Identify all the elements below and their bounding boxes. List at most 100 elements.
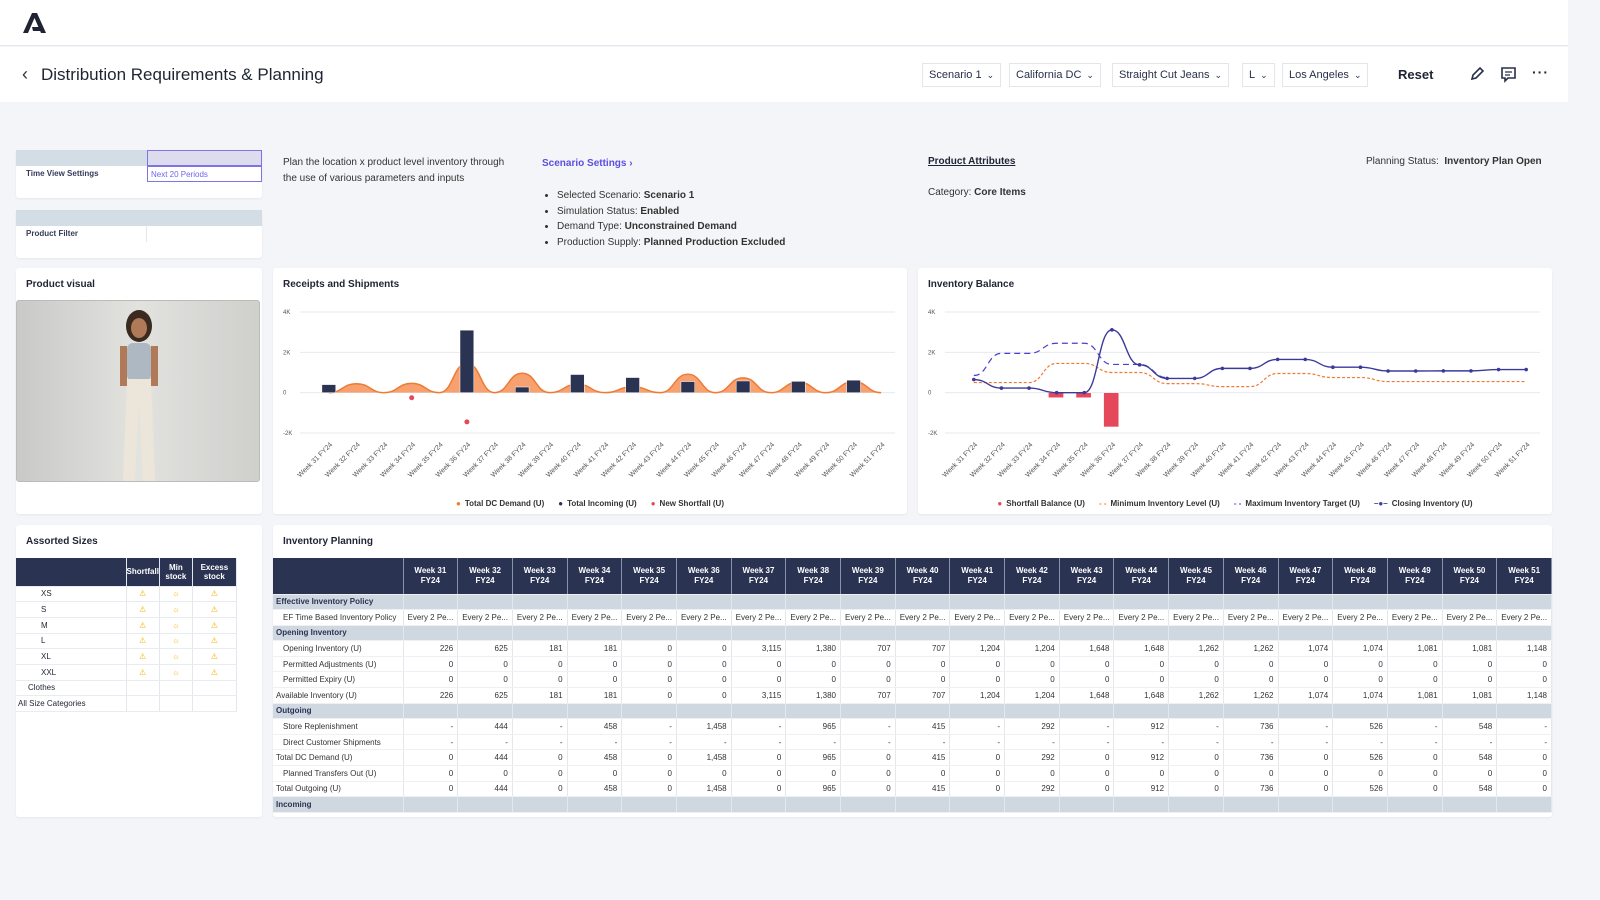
table-cell[interactable]: 0 [1004,671,1060,689]
table-cell[interactable]: 1,648 [1059,687,1115,704]
table-cell[interactable]: 0 [1387,656,1443,673]
filter-dropdown[interactable]: Scenario 1 ⌄ [922,63,1002,87]
legend-item[interactable]: ● Total Incoming (U) [558,499,636,508]
line-point[interactable] [999,386,1004,390]
table-cell[interactable]: - [1387,718,1443,735]
table-cell[interactable]: 226 [403,640,459,657]
table-cell[interactable]: Every 2 Pe... [621,609,677,626]
line-point[interactable] [1275,357,1280,362]
size-group-row[interactable]: Clothes [16,680,238,697]
table-cell[interactable]: 0 [1442,671,1498,689]
table-cell[interactable]: 0 [676,640,732,657]
table-cell[interactable]: 0 [840,749,896,767]
table-cell[interactable]: - [731,734,787,751]
table-cell[interactable]: 0 [1059,671,1115,689]
table-cell[interactable]: 625 [457,640,513,657]
size-row[interactable]: XS ⚠ ☼ ⚠ [16,586,238,603]
line-point[interactable] [1137,363,1142,367]
table-cell[interactable]: 0 [1168,781,1224,798]
table-cell[interactable]: 292 [1004,749,1060,767]
size-row[interactable]: M ⚠ ☼ ⚠ [16,617,238,634]
week-column-header[interactable]: Week 39 FY24 [840,558,896,595]
bar[interactable] [625,377,640,393]
table-cell[interactable]: - [1059,734,1115,751]
table-cell[interactable]: 0 [1442,765,1498,782]
table-cell[interactable]: 0 [567,656,623,673]
table-cell[interactable]: 0 [1496,765,1552,782]
table-cell[interactable]: 736 [1223,749,1279,767]
table-cell[interactable]: 226 [403,687,459,704]
table-cell[interactable]: 0 [676,765,732,782]
table-cell[interactable]: 736 [1223,718,1279,735]
table-cell[interactable]: 0 [1332,671,1388,689]
table-cell[interactable]: Every 2 Pe... [1168,609,1224,626]
legend-item[interactable]: - - Maximum Inventory Target (U) [1234,499,1360,508]
table-cell[interactable]: 1,081 [1442,687,1498,704]
size-row[interactable]: XL ⚠ ☼ ⚠ [16,648,238,665]
shortfall-point[interactable] [464,419,470,425]
table-cell[interactable]: 0 [621,781,677,798]
size-group-row[interactable]: All Size Categories [16,695,238,712]
table-cell[interactable]: 0 [1332,656,1388,673]
filter-dropdown[interactable]: Los Angeles ⌄ [1282,63,1369,87]
table-cell[interactable]: 0 [1332,765,1388,782]
table-cell[interactable]: 0 [840,656,896,673]
table-cell[interactable]: 548 [1442,749,1498,767]
filter-dropdown[interactable]: California DC ⌄ [1009,63,1101,87]
table-cell[interactable]: Every 2 Pe... [403,609,459,626]
table-cell[interactable]: - [1387,734,1443,751]
column-header[interactable]: Shortfall [126,558,160,587]
table-cell[interactable]: 0 [512,765,568,782]
table-cell[interactable]: 458 [567,749,623,767]
table-cell[interactable]: 0 [731,781,787,798]
table-cell[interactable]: Every 2 Pe... [731,609,787,626]
table-cell[interactable]: - [949,718,1006,735]
line-point[interactable] [1192,376,1197,381]
table-cell[interactable]: - [1168,734,1224,751]
table-cell[interactable]: Every 2 Pe... [1442,609,1498,626]
table-cell[interactable]: 1,081 [1442,640,1498,657]
table-cell[interactable]: 0 [676,656,732,673]
table-cell[interactable]: 625 [457,687,513,704]
product-filter-input[interactable] [146,226,262,242]
line-point[interactable] [1331,365,1335,370]
line-point[interactable] [1358,365,1363,370]
table-cell[interactable]: Every 2 Pe... [1278,609,1334,626]
table-cell[interactable]: 0 [1496,749,1552,767]
table-cell[interactable]: 0 [1387,749,1443,767]
table-cell[interactable]: 1,204 [1004,640,1060,657]
filter-dropdown[interactable]: L ⌄ [1242,63,1275,87]
table-cell[interactable]: 912 [1113,781,1170,798]
scenario-settings-link[interactable]: Scenario Settings › [542,158,633,169]
week-column-header[interactable]: Week 40 FY24 [895,558,951,595]
table-cell[interactable]: 1,262 [1223,640,1279,657]
week-column-header[interactable]: Week 44 FY24 [1113,558,1170,595]
line-point[interactable] [1027,386,1031,390]
table-cell[interactable]: 0 [512,671,568,689]
week-column-header[interactable]: Week 36 FY24 [676,558,732,595]
table-cell[interactable]: Every 2 Pe... [1496,609,1552,626]
week-column-header[interactable]: Week 31 FY24 [403,558,459,595]
table-cell[interactable]: 0 [949,656,1006,673]
table-cell[interactable]: 0 [731,671,787,689]
line-point[interactable] [1165,376,1169,381]
line-point[interactable] [1082,390,1087,395]
table-cell[interactable]: 965 [785,718,841,735]
legend-item[interactable]: - - Minimum Inventory Level (U) [1099,499,1220,508]
table-cell[interactable]: - [1496,718,1552,735]
line-point[interactable] [1054,390,1059,395]
line-point[interactable] [1413,369,1418,373]
table-cell[interactable]: 0 [785,671,841,689]
legend-item[interactable]: –●– Closing Inventory (U) [1374,499,1473,508]
table-cell[interactable]: 1,204 [949,640,1006,657]
table-cell[interactable]: Every 2 Pe... [1004,609,1060,626]
table-cell[interactable]: 458 [567,781,623,798]
bar[interactable] [846,379,861,393]
table-cell[interactable]: - [785,734,841,751]
table-cell[interactable]: 0 [1113,765,1170,782]
table-cell[interactable]: - [1223,734,1279,751]
table-cell[interactable]: - [949,734,1006,751]
table-cell[interactable]: 1,380 [785,640,841,657]
column-header[interactable]: Excess stock [192,558,238,587]
table-cell[interactable]: 181 [512,640,568,657]
